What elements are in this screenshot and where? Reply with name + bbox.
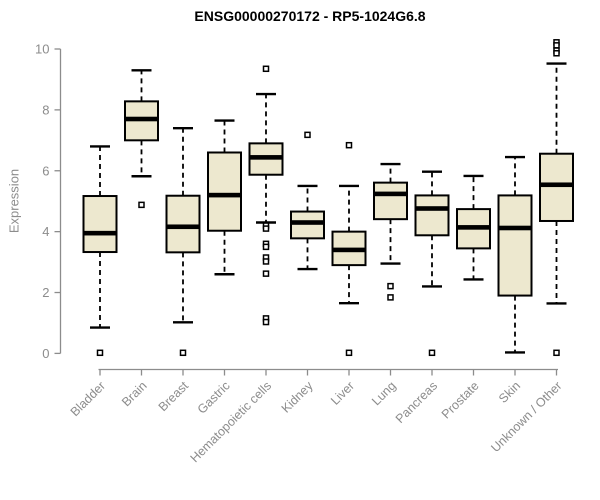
x-category-label: Breast <box>156 378 192 414</box>
outlier-point <box>262 65 270 73</box>
box-prostate <box>456 174 491 281</box>
box-hematopoietic-cells <box>248 65 284 326</box>
outlier-point <box>345 141 353 149</box>
median-line <box>374 191 407 197</box>
median-line <box>166 224 200 230</box>
y-tick-label: 6 <box>42 163 49 178</box>
box-brain <box>124 69 159 209</box>
box-skin <box>497 155 533 354</box>
x-category-label: Unknown / Other <box>488 379 564 455</box>
median-line <box>83 230 117 236</box>
iqr-box <box>373 181 408 221</box>
outlier-point <box>262 243 270 251</box>
iqr-box <box>414 194 450 237</box>
x-category-label: Skin <box>496 379 523 406</box>
outlier-point <box>553 50 560 57</box>
outlier-point <box>262 225 270 232</box>
box-lung <box>373 162 408 301</box>
y-tick-label: 4 <box>42 224 49 239</box>
iqr-box <box>165 194 201 254</box>
x-category-label: Pancreas <box>393 379 440 426</box>
iqr-box <box>207 151 242 232</box>
x-category-label: Prostate <box>439 379 482 422</box>
outlier-point <box>428 349 436 357</box>
outlier-point <box>96 349 104 357</box>
box-pancreas <box>414 170 450 357</box>
box-breast <box>165 126 201 357</box>
box-liver <box>331 141 367 357</box>
outlier-point <box>553 349 560 357</box>
x-category-label: Gastric <box>195 379 233 417</box>
y-tick-label: 2 <box>42 285 49 300</box>
outlier-point <box>262 318 270 326</box>
median-line <box>415 206 449 211</box>
outlier-point <box>553 42 560 49</box>
outlier-point <box>304 131 311 139</box>
median-line <box>540 182 573 188</box>
iqr-box <box>290 210 325 240</box>
median-line <box>332 247 366 253</box>
box-kidney <box>290 131 325 271</box>
median-line <box>125 116 158 122</box>
y-tick-label: 10 <box>35 42 49 57</box>
median-line <box>498 225 532 231</box>
y-axis: 0 2 4 6 8 10 <box>35 42 62 361</box>
x-category-label: Liver <box>328 379 357 408</box>
iqr-box <box>82 195 118 254</box>
outlier-point <box>387 294 394 301</box>
x-category-label: Hematopoietic cells <box>188 379 275 466</box>
median-line <box>457 225 490 230</box>
x-category-label: Brain <box>119 379 150 410</box>
median-line <box>249 155 283 160</box>
x-category-label: Lung <box>369 379 399 409</box>
iqr-box <box>497 194 533 297</box>
box-unknown-other <box>539 39 574 357</box>
iqr-box <box>539 152 574 222</box>
outlier-point <box>387 282 394 290</box>
x-category-label: Bladder <box>68 379 108 419</box>
chart-title: ENSG00000270172 - RP5-1024G6.8 <box>194 8 426 24</box>
outlier-point <box>262 270 270 277</box>
median-line <box>208 192 241 198</box>
x-category-label: Kidney <box>279 378 316 415</box>
y-tick-label: 8 <box>42 102 49 117</box>
outlier-point <box>179 349 187 357</box>
box-bladder <box>82 145 118 357</box>
outlier-point <box>345 349 353 357</box>
outlier-point <box>138 201 145 209</box>
outlier-point <box>262 258 270 265</box>
y-tick-label: 0 <box>42 346 49 361</box>
box-gastric <box>207 119 242 276</box>
median-line <box>291 220 324 225</box>
